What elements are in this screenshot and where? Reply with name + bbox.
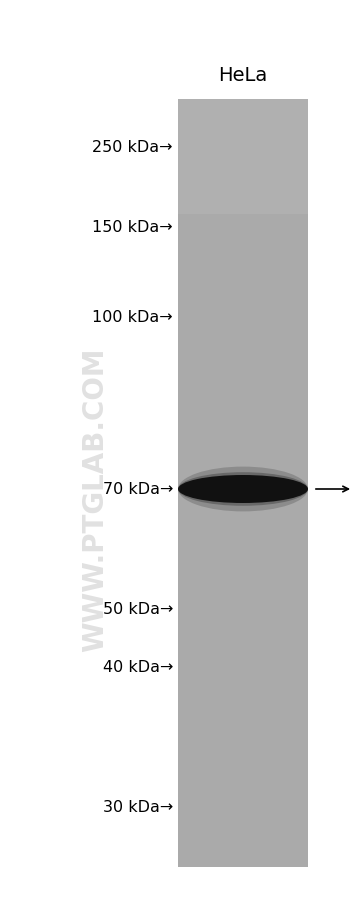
Text: HeLa: HeLa [218, 66, 268, 85]
Text: 100 kDa→: 100 kDa→ [92, 310, 173, 325]
Ellipse shape [178, 473, 308, 506]
Text: 30 kDa→: 30 kDa→ [103, 799, 173, 815]
Ellipse shape [178, 467, 308, 511]
Text: 250 kDa→: 250 kDa→ [92, 141, 173, 155]
Bar [178, 100, 308, 867]
Ellipse shape [178, 475, 308, 503]
Text: 50 kDa→: 50 kDa→ [103, 602, 173, 617]
Text: 40 kDa→: 40 kDa→ [103, 659, 173, 675]
Text: 70 kDa→: 70 kDa→ [103, 482, 173, 497]
Text: WWW.PTGLAB.COM: WWW.PTGLAB.COM [81, 347, 109, 651]
Text: 150 kDa→: 150 kDa→ [92, 220, 173, 235]
Bar [178, 100, 308, 215]
